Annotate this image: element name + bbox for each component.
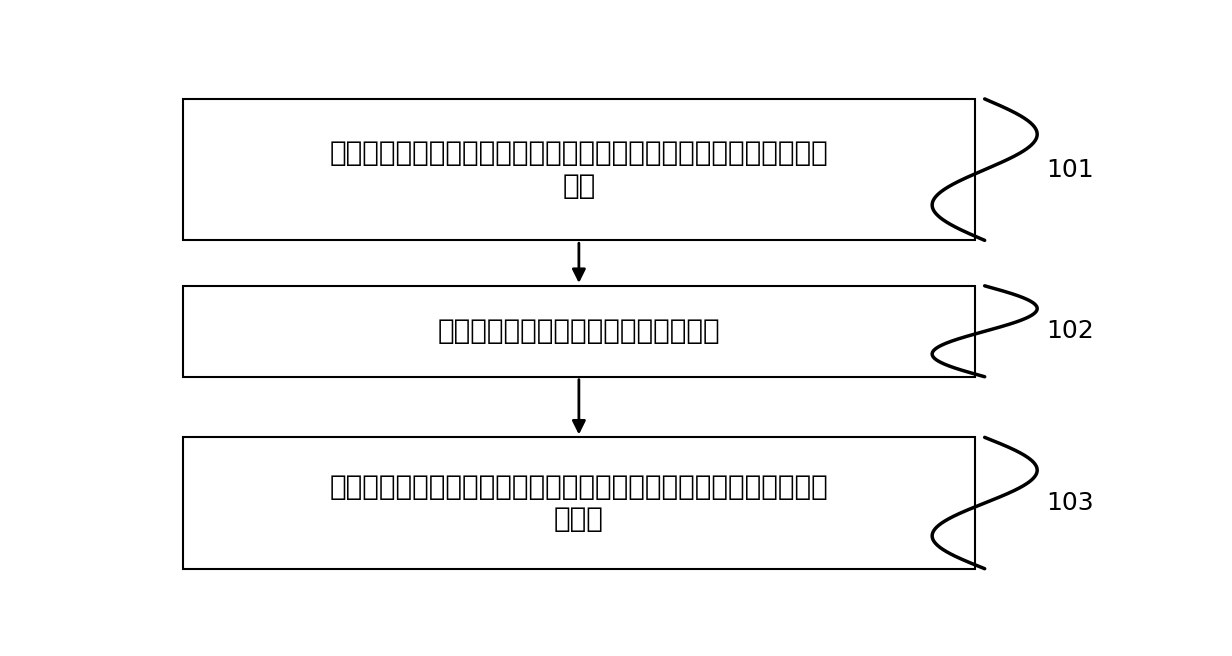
Text: 获取所述全部导航数据对应的导航终点: 获取所述全部导航数据对应的导航终点 <box>437 318 721 345</box>
Text: 针对每一待校正兴趣点，确定以所述待校正兴趣点为终点的全部导航
数据: 针对每一待校正兴趣点，确定以所述待校正兴趣点为终点的全部导航 数据 <box>329 140 828 200</box>
Bar <box>182 99 976 240</box>
Text: 101: 101 <box>1047 157 1094 182</box>
Bar <box>182 286 976 377</box>
Text: 103: 103 <box>1047 491 1094 515</box>
Text: 102: 102 <box>1047 319 1094 343</box>
Text: 根据所述全部导航数据对应的导航终点对所述待校正兴趣点的坐标进
行校正: 根据所述全部导航数据对应的导航终点对所述待校正兴趣点的坐标进 行校正 <box>329 473 828 533</box>
Bar <box>182 438 976 569</box>
